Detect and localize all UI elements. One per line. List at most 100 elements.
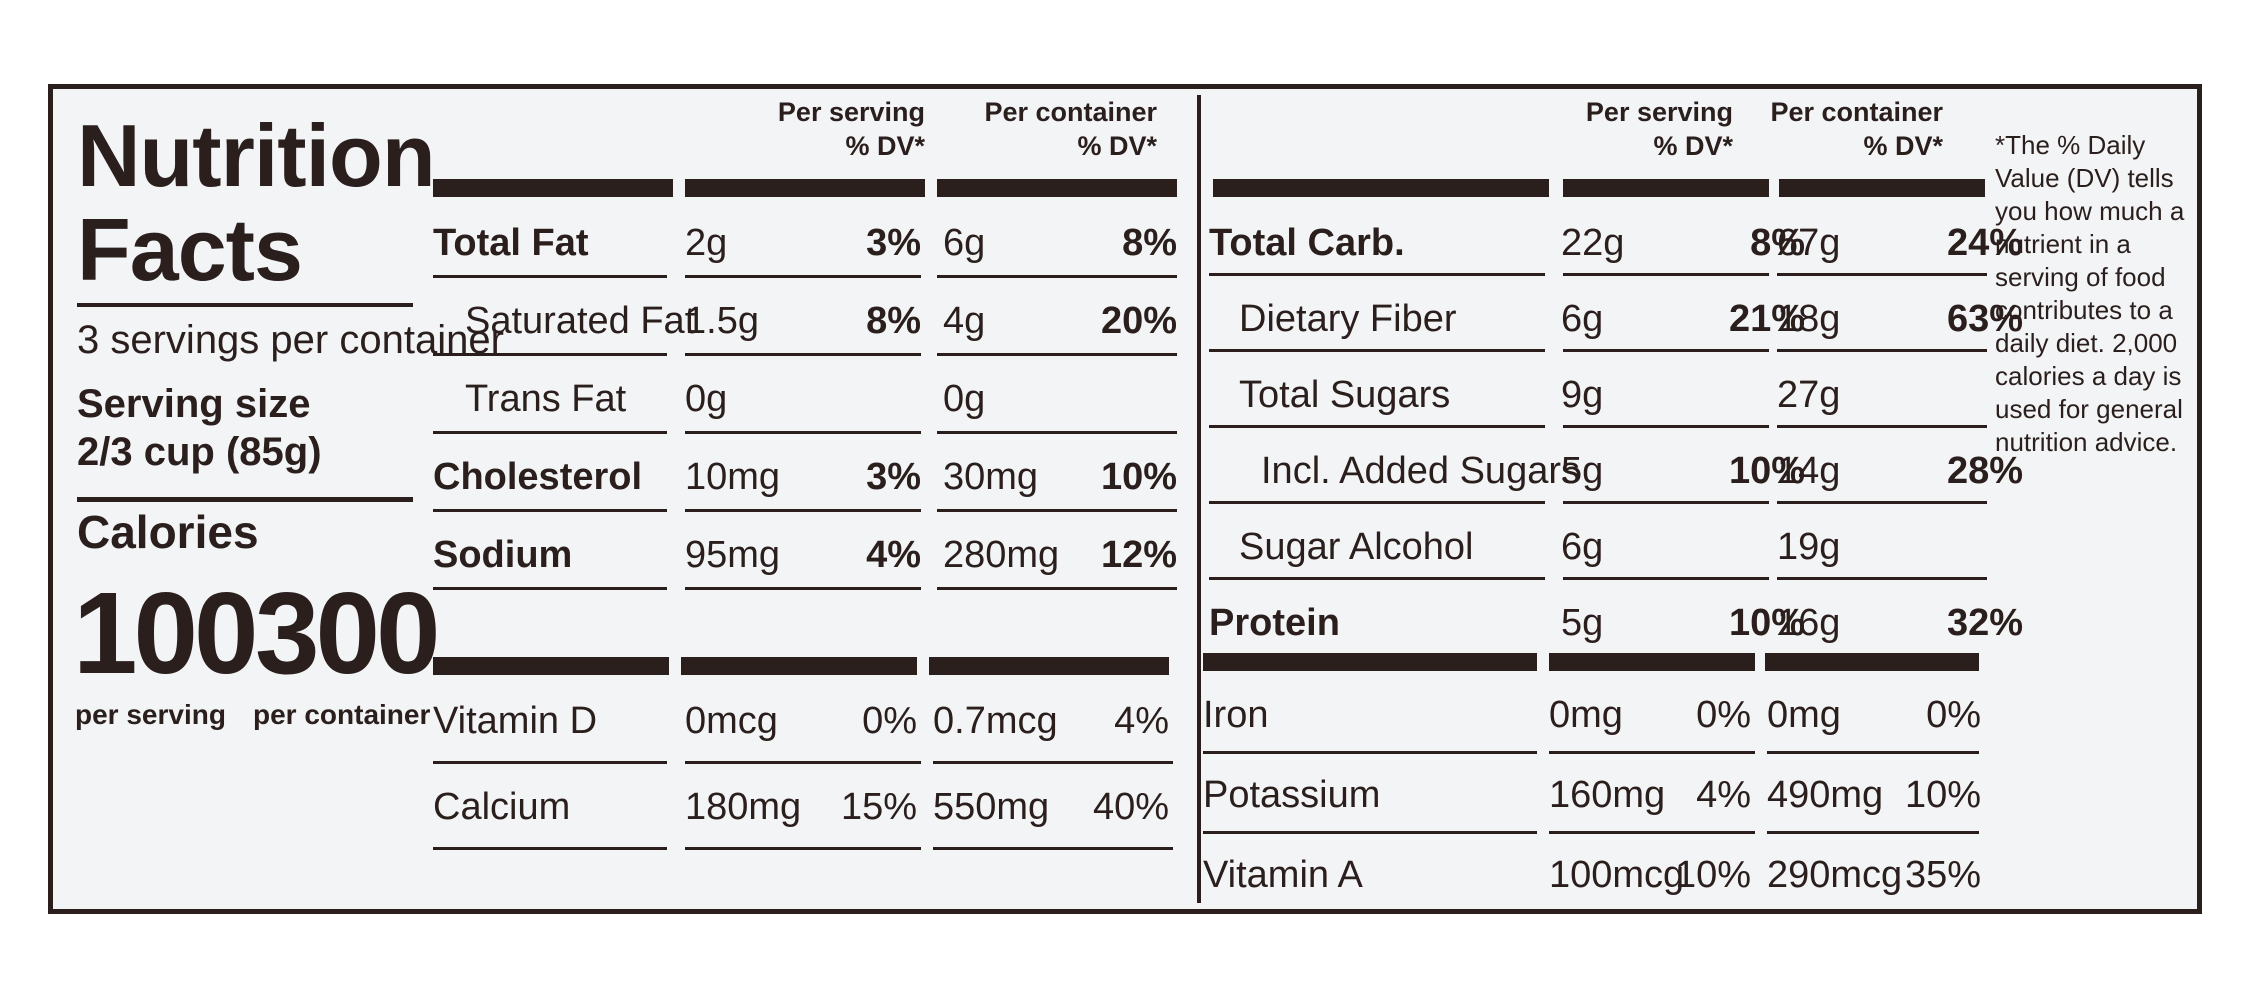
table-row: Trans Fat 0g 0g [433,357,1177,435]
per-container-dv: 28% [1946,450,2023,492]
per-container-header: Per container % DV* [1713,95,1943,163]
row-divider [1767,751,1979,754]
row-divider [685,275,921,278]
row-divider [433,761,667,764]
nutrient-name: Calcium [433,786,571,828]
title-line-1: Nutrition [77,106,436,205]
per-container-dv: 63% [1946,298,2023,340]
per-container-amount: 18g [1777,298,1841,340]
table-row: Vitamin A 100mcg 10% 290mcg 35% [1203,835,1987,915]
per-serving-amount: 0mcg [685,700,778,742]
per-container-amount: 30mg [943,456,1039,498]
per-serving-amount: 100mcg [1549,854,1685,896]
per-serving-amount: 22g [1561,222,1625,264]
title-line-2: Facts [77,200,303,299]
thick-rule [1213,179,1549,197]
per-container-amount: 67g [1777,222,1841,264]
row-divider [933,761,1173,764]
calories-label: Calories [77,506,259,558]
header-line: % DV* [845,131,925,161]
thick-rule [681,657,917,675]
per-container-dv: 10% [1100,456,1177,498]
per-container-dv: 10% [1904,774,1981,816]
row-divider [685,847,921,850]
row-divider [1563,349,1769,352]
thick-rule [1549,653,1755,671]
per-container-amount: 6g [943,222,986,264]
row-divider [1209,501,1545,504]
header-line: % DV* [1863,131,1943,161]
per-serving-header: Per serving % DV* [663,95,925,163]
thick-rule [433,657,669,675]
divider [77,497,413,502]
thick-rule [1779,179,1985,197]
row-divider [1209,577,1545,580]
per-serving-amount: 1.5g [685,300,759,342]
header-line: % DV* [1653,131,1733,161]
row-divider [685,353,921,356]
per-serving-dv: 4% [1696,774,1751,816]
nutrient-name: Saturated Fat [465,300,696,342]
table-row: Sodium 95mg 4% 280mg 12% [433,513,1177,591]
per-container-amount: 290mcg [1767,854,1903,896]
header-line: % DV* [1077,131,1157,161]
per-container-amount: 0g [943,378,986,420]
row-divider [1777,577,1987,580]
per-serving-dv: 8% [866,300,921,342]
row-divider [1767,831,1979,834]
table-row: Vitamin D 0mcg 0% 0.7mcg 4% [433,679,1177,765]
thick-rule [929,657,1169,675]
per-container-amount: 0.7mcg [933,700,1058,742]
row-divider [433,275,667,278]
per-container-dv: 0% [1926,694,1981,736]
header-line: Per serving [1585,97,1733,127]
row-divider [937,275,1177,278]
per-serving-amount: 6g [1561,298,1604,340]
row-divider [1777,349,1987,352]
row-divider [433,587,667,590]
per-serving-amount: 0mg [1549,694,1623,736]
per-container-dv: 24% [1946,222,2023,264]
per-serving-amount: 5g [1561,602,1604,644]
table-row: Total Carb. 22g 8% 67g 24% [1209,201,2023,277]
serving-size-label: Serving size [77,382,311,426]
nutrient-name: Cholesterol [433,456,643,498]
divider [77,303,413,307]
per-serving-dv: 21% [1728,298,1805,340]
per-serving-dv: 0% [862,700,917,742]
row-divider [937,587,1177,590]
per-serving-dv: 8% [1750,222,1805,264]
nutrition-facts-label: Nutrition Facts 3 servings per container… [48,84,2202,914]
row-divider [937,353,1177,356]
per-container-dv: 40% [1092,786,1169,828]
table-row: Cholesterol 10mg 3% 30mg 10% [433,435,1177,513]
row-divider [1777,501,1987,504]
table-row: Total Sugars 9g 27g [1209,353,1987,429]
per-serving-amount: 180mg [685,786,802,828]
table-row: Sugar Alcohol 6g 19g [1209,505,1987,581]
table-row: Calcium 180mg 15% 550mg 40% [433,765,1177,851]
row-divider [433,509,667,512]
nutrient-name: Total Sugars [1239,374,1451,416]
header-line: Per container [1770,97,1943,127]
per-serving-header: Per serving % DV* [1503,95,1733,163]
header-line: Per serving [777,97,925,127]
per-serving-dv: 3% [866,456,921,498]
calories-per-serving: 100 [73,568,259,698]
row-divider [1209,425,1545,428]
per-serving-amount: 160mg [1549,774,1666,816]
thick-rule [1203,653,1537,671]
row-divider [685,509,921,512]
thick-rule [937,179,1177,197]
per-container-amount: 14g [1777,450,1841,492]
per-serving-dv: 15% [840,786,917,828]
per-serving-amount: 0g [685,378,728,420]
row-divider [1563,273,1769,276]
row-divider [1549,751,1755,754]
per-container-amount: 490mg [1767,774,1884,816]
nutrient-name: Potassium [1203,774,1381,816]
per-container-amount: 19g [1777,526,1841,568]
per-container-dv: 12% [1100,534,1177,576]
per-serving-amount: 5g [1561,450,1604,492]
table-row: Potassium 160mg 4% 490mg 10% [1203,755,1987,835]
